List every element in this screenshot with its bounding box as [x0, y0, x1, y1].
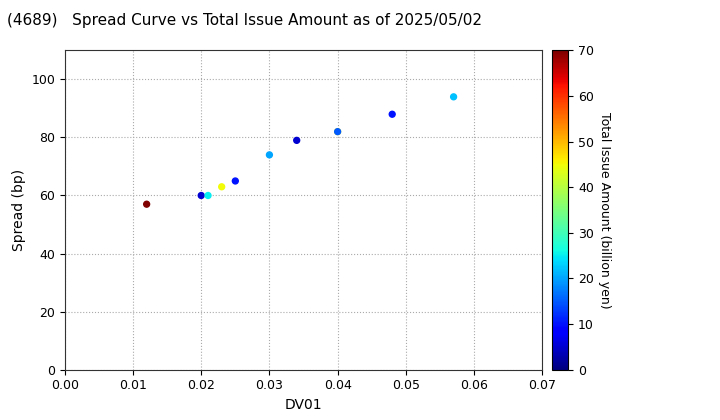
- Point: [202, 192, 214, 199]
- Point: [332, 128, 343, 135]
- Y-axis label: Total Issue Amount (billion yen): Total Issue Amount (billion yen): [598, 112, 611, 308]
- Text: (4689)   Spread Curve vs Total Issue Amount as of 2025/05/02: (4689) Spread Curve vs Total Issue Amoun…: [7, 13, 482, 28]
- X-axis label: DV01: DV01: [284, 398, 323, 412]
- Point: [448, 94, 459, 100]
- Point: [291, 137, 302, 144]
- Point: [230, 178, 241, 184]
- Y-axis label: Spread (bp): Spread (bp): [12, 169, 26, 251]
- Point: [216, 184, 228, 190]
- Point: [195, 192, 207, 199]
- Point: [264, 152, 275, 158]
- Point: [141, 201, 153, 207]
- Point: [387, 111, 398, 118]
- Point: [332, 128, 343, 135]
